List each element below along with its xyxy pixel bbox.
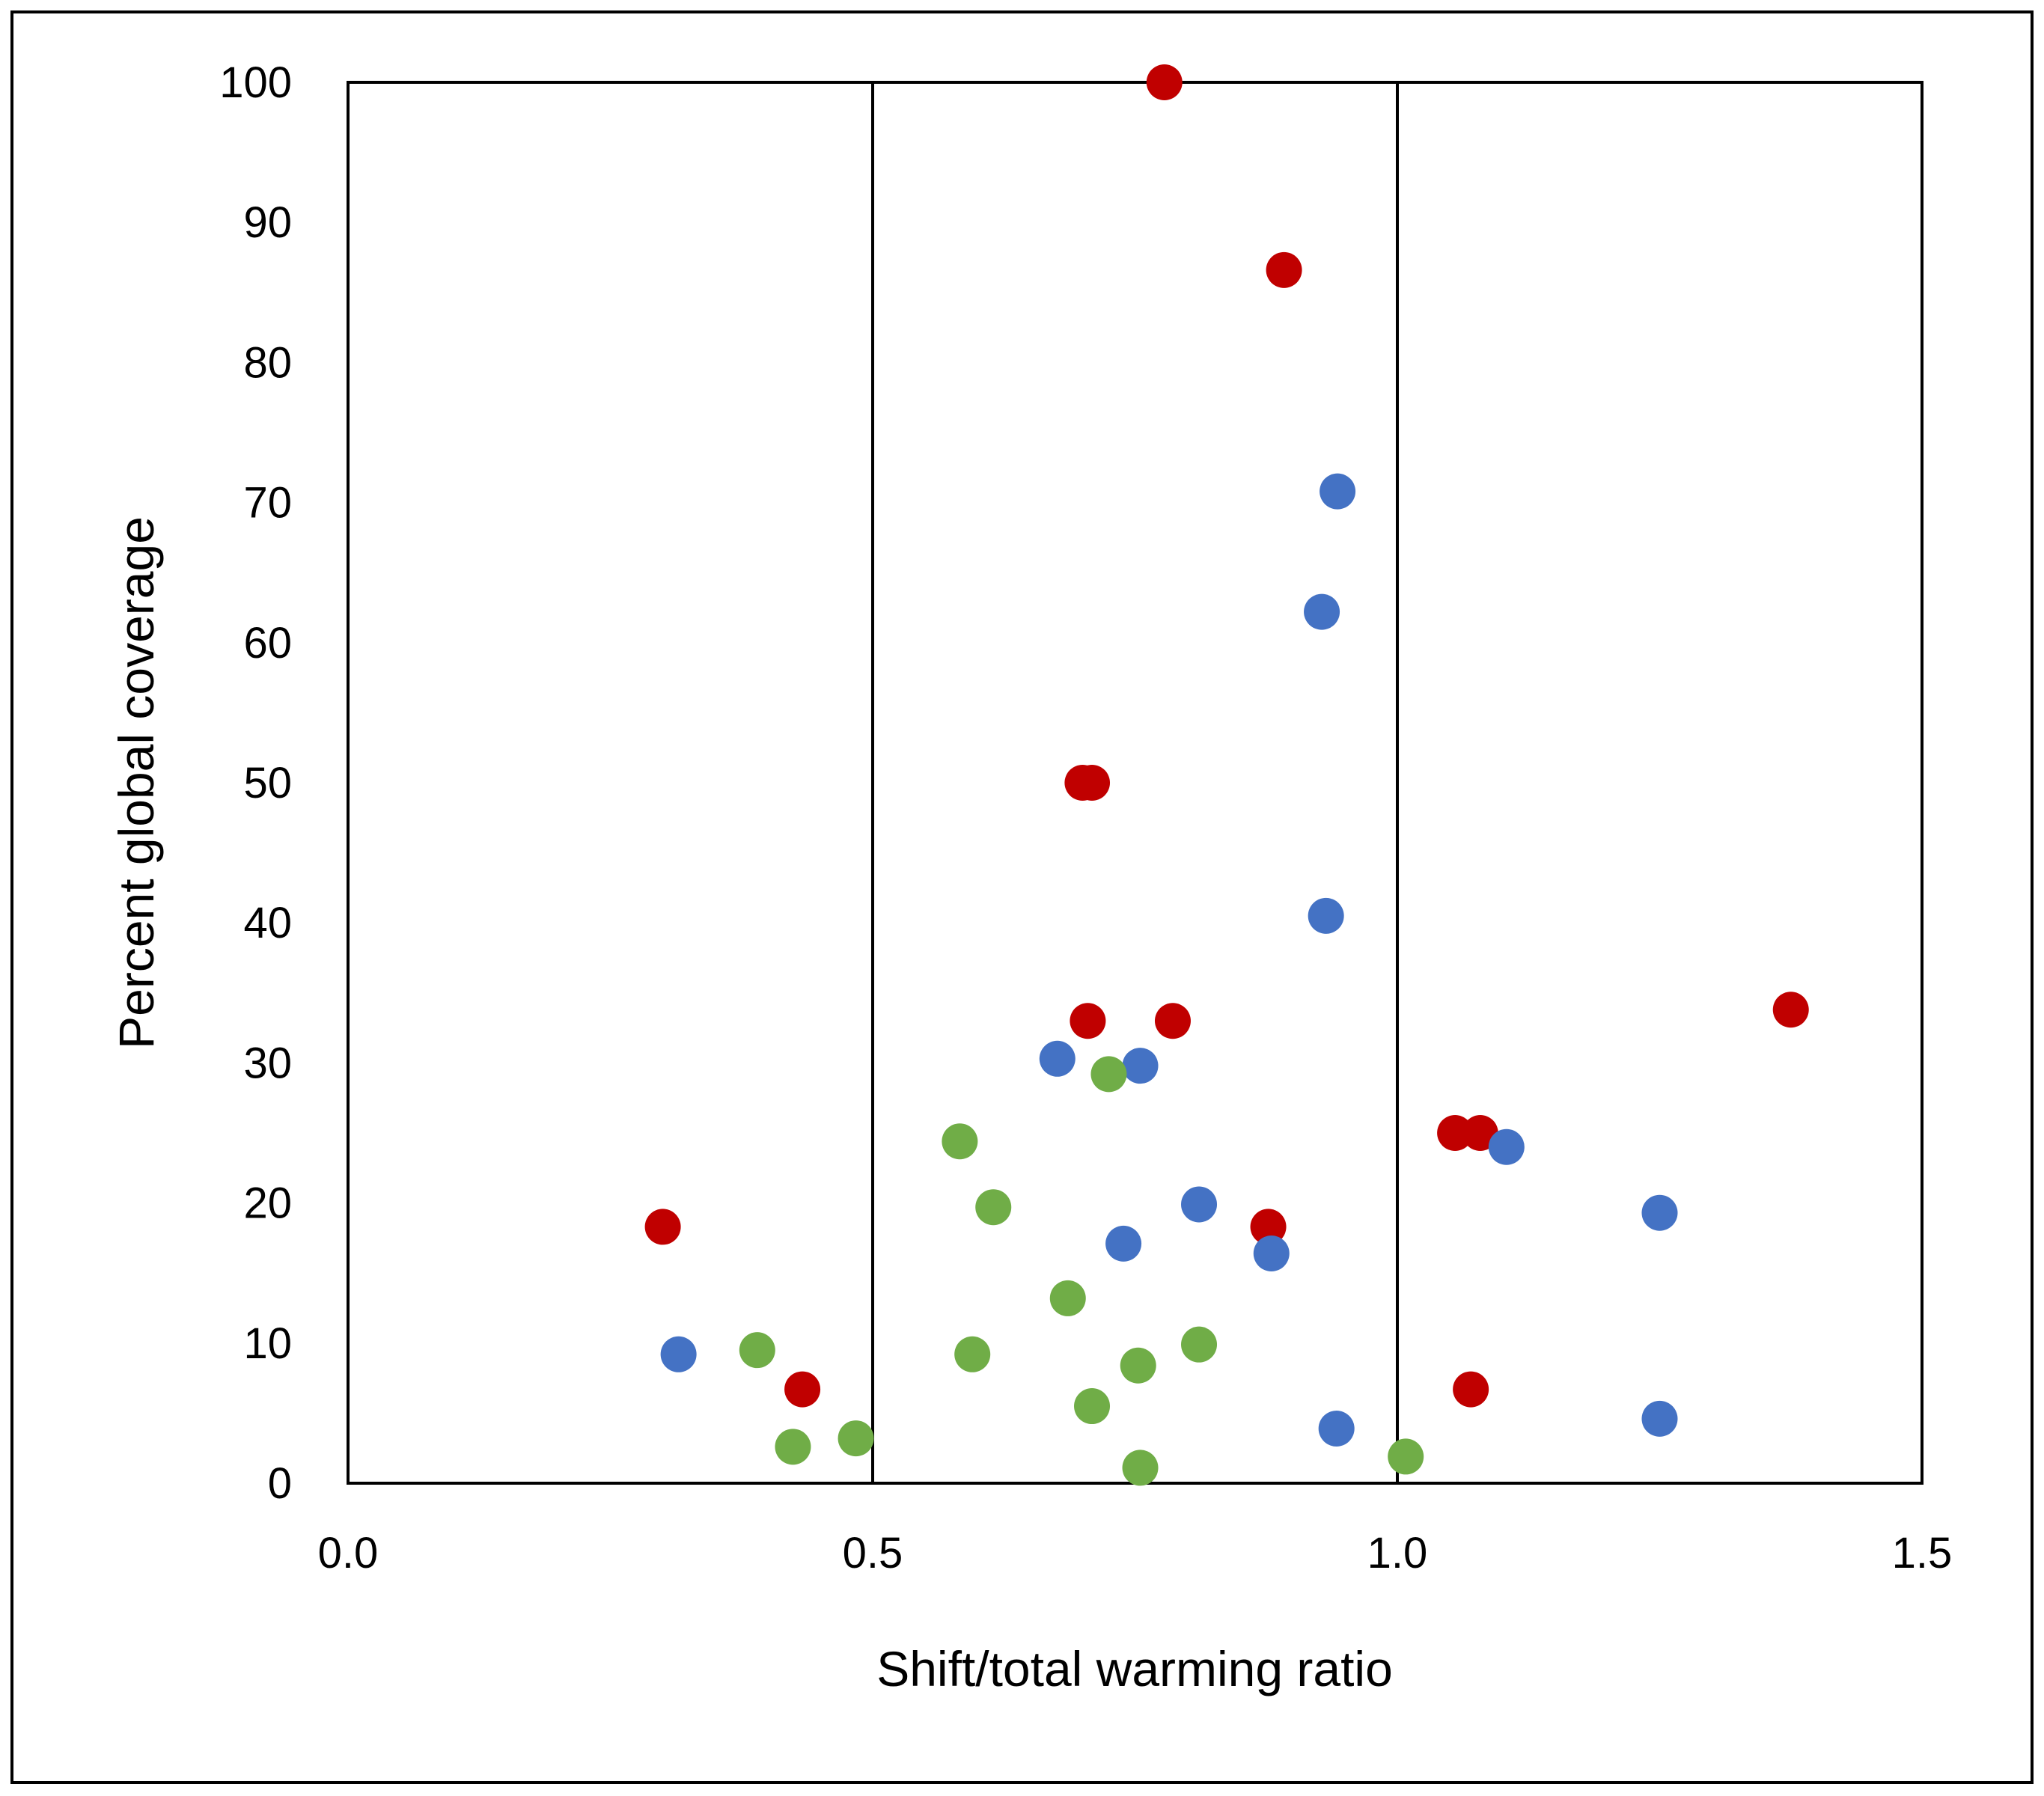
x-axis-ticks: 0.0 0.5 1.0 1.5 xyxy=(318,1529,1953,1577)
point-red-8 xyxy=(1462,1115,1498,1151)
y-axis-title: Percent global coverage xyxy=(109,516,164,1049)
point-green-7 xyxy=(1120,1347,1156,1384)
point-green-3 xyxy=(1049,1280,1086,1316)
point-blue-1 xyxy=(1304,593,1340,630)
y-tick-label: 40 xyxy=(243,899,292,947)
point-red-7 xyxy=(1437,1115,1474,1151)
x-tick-label: 1.5 xyxy=(1892,1529,1953,1577)
point-red-11 xyxy=(784,1371,821,1408)
point-green-10 xyxy=(838,1420,874,1457)
point-red-4 xyxy=(1070,1003,1106,1039)
vertical-gridlines xyxy=(871,82,1399,1483)
point-green-9 xyxy=(775,1429,811,1465)
y-tick-label: 30 xyxy=(243,1039,292,1087)
y-tick-label: 10 xyxy=(243,1319,292,1368)
x-tick-label: 0.0 xyxy=(318,1529,379,1577)
point-green-4 xyxy=(739,1332,775,1369)
series-red xyxy=(644,64,1809,1408)
y-tick-label: 60 xyxy=(243,619,292,668)
y-tick-label: 100 xyxy=(219,58,292,107)
plot-area xyxy=(347,81,1924,1485)
point-green-5 xyxy=(954,1336,991,1372)
x-axis-title: Shift/total warming ratio xyxy=(876,1641,1393,1696)
point-blue-6 xyxy=(1181,1186,1218,1223)
series-blue xyxy=(660,473,1678,1447)
point-blue-12 xyxy=(1641,1400,1678,1437)
x-tick-label: 1.0 xyxy=(1367,1529,1428,1577)
data-points xyxy=(644,64,1809,1486)
point-blue-7 xyxy=(1641,1194,1678,1231)
point-blue-11 xyxy=(1318,1410,1355,1447)
point-green-2 xyxy=(975,1189,1012,1226)
y-tick-label: 90 xyxy=(243,198,292,247)
x-tick-label: 0.5 xyxy=(843,1529,903,1577)
point-red-6 xyxy=(1772,992,1809,1028)
point-red-3 xyxy=(1074,765,1111,801)
point-blue-8 xyxy=(1105,1225,1142,1262)
point-green-8 xyxy=(1074,1388,1111,1425)
point-red-0 xyxy=(1146,64,1183,100)
point-red-12 xyxy=(1453,1371,1489,1408)
point-red-5 xyxy=(1154,1003,1191,1039)
y-tick-label: 20 xyxy=(243,1179,292,1228)
point-blue-3 xyxy=(1039,1040,1076,1077)
point-blue-10 xyxy=(660,1336,697,1372)
y-tick-label: 80 xyxy=(243,338,292,387)
point-green-1 xyxy=(942,1123,978,1160)
point-blue-0 xyxy=(1320,473,1356,510)
point-green-11 xyxy=(1122,1450,1159,1486)
point-red-9 xyxy=(644,1209,681,1245)
point-red-1 xyxy=(1266,251,1302,288)
series-green xyxy=(739,1056,1424,1486)
point-green-12 xyxy=(1388,1438,1424,1475)
point-blue-2 xyxy=(1308,897,1344,934)
point-blue-5 xyxy=(1488,1128,1525,1165)
point-blue-9 xyxy=(1253,1235,1290,1271)
point-blue-4 xyxy=(1122,1048,1159,1084)
y-tick-label: 0 xyxy=(268,1459,292,1508)
y-tick-label: 50 xyxy=(243,759,292,807)
y-axis-ticks: 0 10 20 30 40 50 60 70 80 90 100 xyxy=(219,58,292,1508)
y-tick-label: 70 xyxy=(243,479,292,528)
point-red-10 xyxy=(1250,1209,1287,1245)
point-green-6 xyxy=(1181,1326,1218,1363)
point-green-0 xyxy=(1090,1056,1127,1093)
